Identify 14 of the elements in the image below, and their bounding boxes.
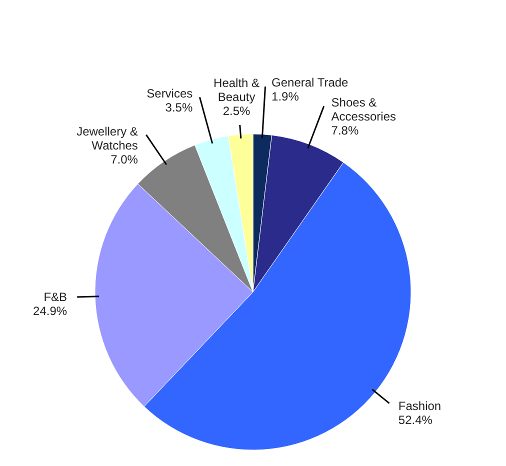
data-label: 7.8% bbox=[331, 123, 359, 138]
data-label: 2.5% bbox=[222, 104, 251, 118]
data-label: 52.4% bbox=[398, 412, 433, 427]
slice-label: Services bbox=[146, 86, 193, 100]
data-label: 7.0% bbox=[110, 152, 138, 167]
data-label: 24.9% bbox=[33, 304, 68, 318]
slice-label: Health & Beauty bbox=[214, 76, 260, 104]
slice-label: F&B bbox=[44, 290, 68, 304]
slice-label: Fashion bbox=[398, 398, 442, 413]
slice-label: General Trade bbox=[272, 76, 349, 90]
slice-label: Shoes & Accessories bbox=[331, 95, 396, 124]
data-label: 3.5% bbox=[165, 100, 193, 114]
data-label: 1.9% bbox=[272, 90, 300, 104]
slice-label: Jewellery & Watches bbox=[76, 124, 138, 153]
